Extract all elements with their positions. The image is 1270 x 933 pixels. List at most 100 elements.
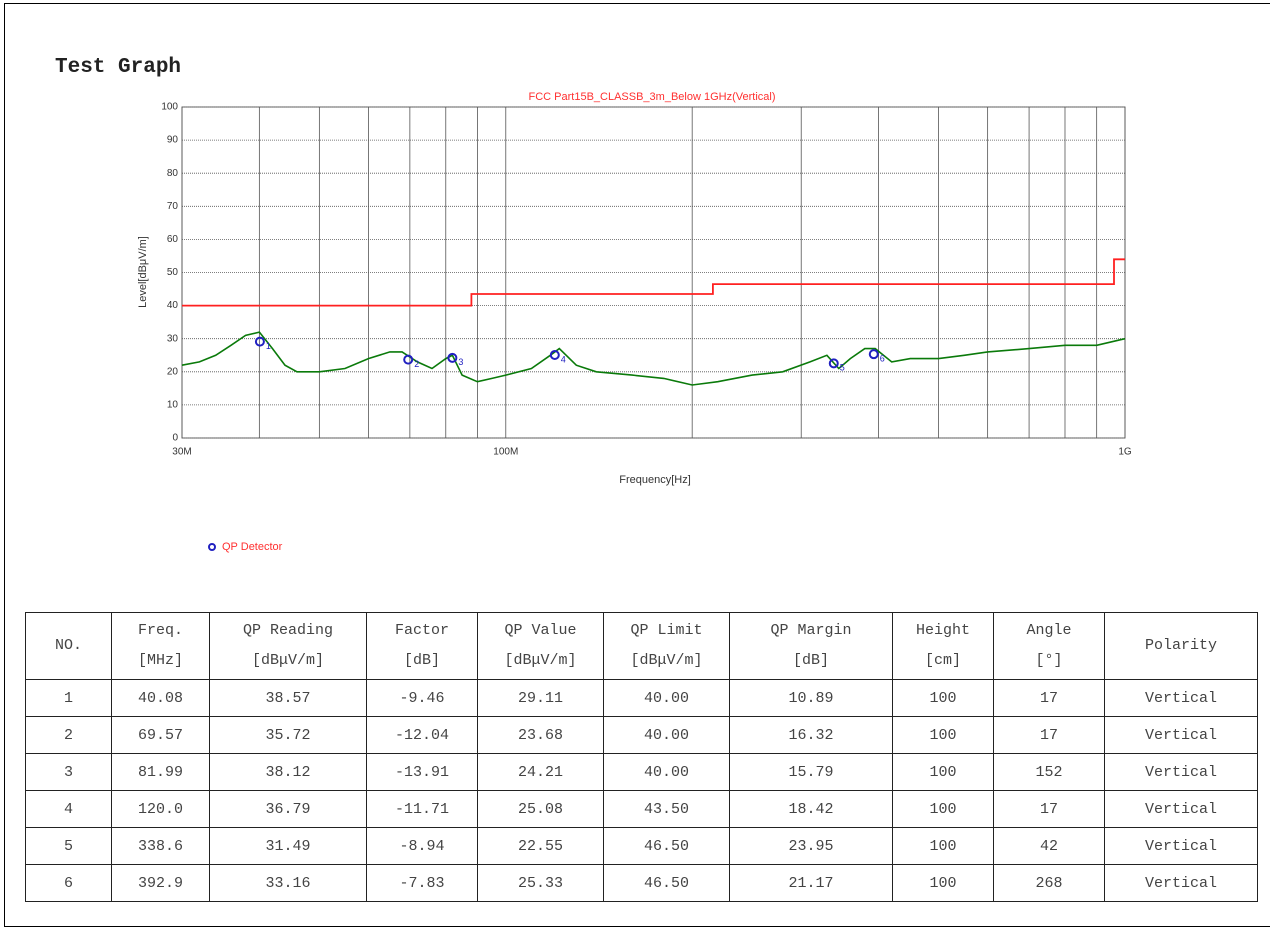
marker-label: 3 xyxy=(458,357,463,367)
header-text: [dBμV/m] xyxy=(504,652,577,669)
table-row: 2 69.57 35.72 -12.04 23.68 40.00 16.32 100 17 Ver… xyxy=(25,716,1258,754)
table-cell: 100 xyxy=(892,827,994,865)
qp-marker xyxy=(403,354,414,365)
table-row: 5 338.6 31.49 -8.94 22.55 46.50 23.95 100 42 Vert… xyxy=(25,827,1258,865)
table-cell: 25.33 xyxy=(477,864,604,902)
page-title: Test Graph xyxy=(55,56,182,79)
table-row: 6 392.9 33.16 -7.83 25.33 46.50 21.17 100 268 Ver… xyxy=(25,864,1258,902)
table-cell: 4 xyxy=(25,790,112,828)
y-tick-label: 50 xyxy=(167,267,179,278)
table-cell: Vertical xyxy=(1104,716,1258,754)
y-tick-label: 70 xyxy=(167,201,179,212)
chart-title: FCC Part15B_CLASSB_3m_Below 1GHz(Vertica… xyxy=(529,91,776,103)
header-text: Polarity xyxy=(1144,637,1217,654)
header-cell: Factor [dB] xyxy=(366,612,478,680)
plot-area xyxy=(181,106,1126,439)
header-text: QP Value xyxy=(504,622,577,639)
table-cell: 31.49 xyxy=(209,827,367,865)
table-cell: 2 xyxy=(25,716,112,754)
table-cell: 23.95 xyxy=(729,827,893,865)
table-cell: 15.79 xyxy=(729,753,893,791)
table-cell: 23.68 xyxy=(477,716,604,754)
table-cell: -9.46 xyxy=(366,679,478,717)
results-table: NO. Freq. [MHz] QP Reading [dBμV/m] Factor [dB… xyxy=(25,612,1258,902)
marker-label: 1 xyxy=(266,341,271,351)
y-tick-label: 20 xyxy=(167,366,179,377)
header-cell: Freq. [MHz] xyxy=(111,612,210,680)
table-cell: 40.00 xyxy=(603,753,730,791)
table-cell: 5 xyxy=(25,827,112,865)
y-tick-label: 60 xyxy=(167,234,179,245)
qp-marker xyxy=(447,352,458,363)
table-cell: 40.00 xyxy=(603,679,730,717)
header-cell: QP Reading [dBμV/m] xyxy=(209,612,367,680)
header-cell: Height [cm] xyxy=(892,612,994,680)
marker-label: 5 xyxy=(840,363,845,373)
table-cell: 268 xyxy=(993,864,1105,902)
y-tick-label: 90 xyxy=(167,135,179,146)
header-cell: Polarity xyxy=(1104,612,1258,680)
table-cell: 46.50 xyxy=(603,864,730,902)
table-cell: 22.55 xyxy=(477,827,604,865)
table-cell: Vertical xyxy=(1104,827,1258,865)
table-cell: 152 xyxy=(993,753,1105,791)
y-tick-label: 30 xyxy=(167,333,179,344)
table-cell: 36.79 xyxy=(209,790,367,828)
x-tick-label: 30M xyxy=(172,447,191,458)
limit-line xyxy=(182,258,1125,307)
table-cell: -7.83 xyxy=(366,864,478,902)
legend-marker xyxy=(208,543,216,551)
y-axis-label: Level[dBμV/m] xyxy=(137,236,149,308)
x-axis-label: Frequency[Hz] xyxy=(619,474,691,486)
table-cell: Vertical xyxy=(1104,864,1258,902)
table-cell: 100 xyxy=(892,679,994,717)
table-cell: 6 xyxy=(25,864,112,902)
table-cell: 42 xyxy=(993,827,1105,865)
table-cell: 81.99 xyxy=(111,753,210,791)
header-text: Height xyxy=(915,622,970,639)
legend-label: QP Detector xyxy=(222,541,283,553)
y-tick-label: 0 xyxy=(172,433,178,444)
table-cell: -11.71 xyxy=(366,790,478,828)
table-cell: 338.6 xyxy=(111,827,210,865)
table-cell: 17 xyxy=(993,716,1105,754)
y-tick-label: 80 xyxy=(167,168,179,179)
header-text: Factor xyxy=(394,622,449,639)
header-text: Freq. xyxy=(137,622,183,639)
qp-marker xyxy=(549,349,560,360)
header-cell: Angle [°] xyxy=(993,612,1105,680)
table-cell: 25.08 xyxy=(477,790,604,828)
qp-marker xyxy=(868,349,879,360)
table-cell: 100 xyxy=(892,790,994,828)
table-cell: 69.57 xyxy=(111,716,210,754)
header-text: [dBμV/m] xyxy=(630,652,703,669)
marker-label: 2 xyxy=(414,359,419,369)
table-row: 1 40.08 38.57 -9.46 29.11 40.00 10.89 100 17 Vert… xyxy=(25,679,1258,717)
table-cell: 100 xyxy=(892,716,994,754)
header-text: [MHz] xyxy=(137,652,183,669)
table-cell: 29.11 xyxy=(477,679,604,717)
table-cell: 18.42 xyxy=(729,790,893,828)
y-tick-label: 100 xyxy=(161,102,178,113)
table-cell: -13.91 xyxy=(366,753,478,791)
table-cell: 10.89 xyxy=(729,679,893,717)
table-cell: 17 xyxy=(993,790,1105,828)
header-text: QP Reading xyxy=(242,622,333,639)
table-cell: 17 xyxy=(993,679,1105,717)
header-cell: QP Limit [dBμV/m] xyxy=(603,612,730,680)
marker-label: 4 xyxy=(561,354,566,364)
table-cell: 21.17 xyxy=(729,864,893,902)
table-cell: 16.32 xyxy=(729,716,893,754)
table-cell: 3 xyxy=(25,753,112,791)
header-cell: NO. xyxy=(25,612,112,680)
x-tick-label: 100M xyxy=(493,447,518,458)
table-cell: 38.57 xyxy=(209,679,367,717)
page-border xyxy=(4,3,1270,927)
table-cell: 40.00 xyxy=(603,716,730,754)
header-text: [dBμV/m] xyxy=(251,652,324,669)
qp-marker xyxy=(828,358,839,369)
table-row: 4 120.0 36.79 -11.71 25.08 43.50 18.42 100 17 Ver… xyxy=(25,790,1258,828)
header-text: NO. xyxy=(54,637,82,654)
marker-label: 6 xyxy=(880,354,885,364)
y-tick-label: 40 xyxy=(167,300,179,311)
